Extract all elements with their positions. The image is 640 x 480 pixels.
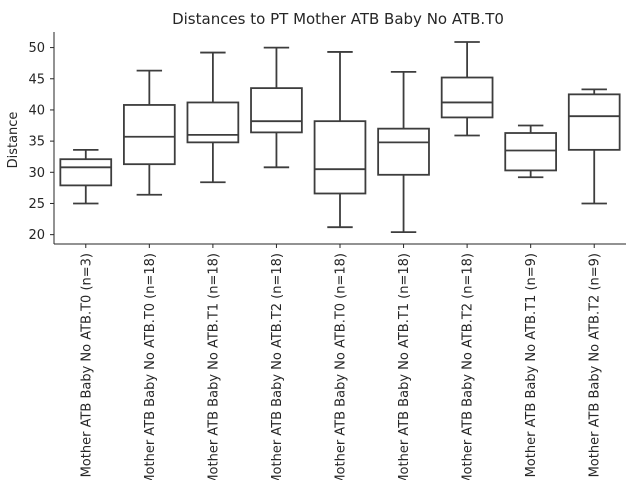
x-tick-label: Mother ATB Baby No ATB.T1 (n=18) bbox=[397, 253, 412, 480]
y-tick-label: 45 bbox=[28, 72, 45, 87]
y-tick-label: 25 bbox=[28, 197, 45, 212]
box-iqr bbox=[123, 104, 176, 166]
box-iqr bbox=[567, 93, 621, 151]
y-tick-label: 30 bbox=[28, 166, 45, 181]
y-tick-label: 40 bbox=[28, 103, 45, 118]
box-iqr bbox=[250, 87, 303, 134]
box-iqr bbox=[504, 132, 557, 172]
y-tick-label: 35 bbox=[28, 135, 45, 150]
x-tick-label: Mother ATB Baby No ATB.T2 (n=18) bbox=[270, 253, 285, 480]
x-tick-label: Mother ATB Baby No ATB.T2 (n=9) bbox=[588, 253, 603, 477]
x-tick-label: Mother ATB Baby No ATB.T1 (n=18) bbox=[206, 253, 221, 480]
chart-title: Distances to PT Mother ATB Baby No ATB.T… bbox=[172, 10, 504, 28]
plot-area: 20 25 30 35 40 45 50 Mother ATB Baby No ATB.T0 … bbox=[28, 41, 621, 480]
y-axis-label: Distance bbox=[6, 112, 21, 169]
y-tick-label: 50 bbox=[28, 41, 45, 56]
x-tick-label: Mother ATB Baby No ATB.T2 (n=18) bbox=[461, 253, 476, 480]
y-tick-label: 20 bbox=[28, 228, 45, 243]
x-tick-label: Mother ATB Baby No ATB.T0 (n=18) bbox=[143, 253, 158, 480]
x-tick-label: Mother ATB Baby No ATB.T0 (n=18) bbox=[334, 253, 349, 480]
box-iqr bbox=[313, 120, 367, 195]
x-tick-label: Mother ATB Baby No ATB.T1 (n=9) bbox=[524, 253, 539, 477]
box-iqr bbox=[59, 158, 113, 187]
box-iqr bbox=[440, 76, 494, 119]
x-tick-label: Mother ATB Baby No ATB.T0 (n=3) bbox=[79, 253, 94, 477]
box-iqr bbox=[377, 127, 430, 176]
box-iqr bbox=[186, 101, 240, 144]
